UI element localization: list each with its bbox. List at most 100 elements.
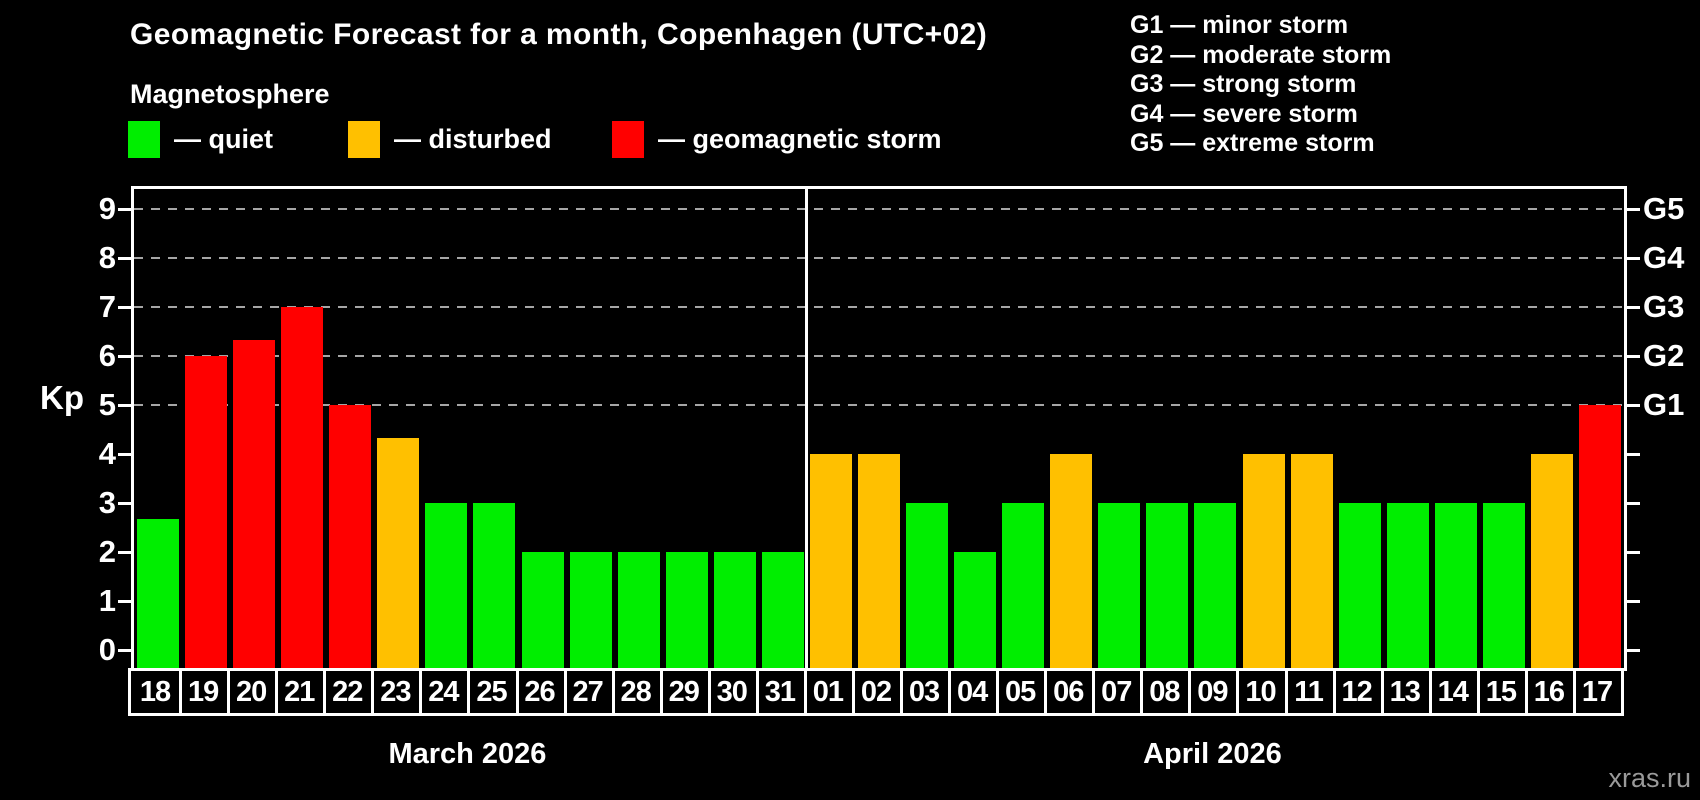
right-axis-label-g3: G3 bbox=[1643, 289, 1685, 324]
day-label-13: 13 bbox=[1381, 671, 1432, 713]
kp-bar-day-27 bbox=[569, 552, 612, 671]
kp-bar-day-07 bbox=[1098, 503, 1141, 671]
y-axis-tick-right-4 bbox=[1627, 452, 1640, 456]
kp-bar-day-04 bbox=[954, 552, 997, 671]
kp-bar-day-18 bbox=[137, 519, 180, 671]
month-labels: March 2026 April 2026 bbox=[131, 732, 1621, 782]
kp-bar-day-13 bbox=[1386, 503, 1429, 671]
kp-bar-day-12 bbox=[1338, 503, 1381, 671]
right-axis-label-g5: G5 bbox=[1643, 191, 1685, 226]
day-label-06: 06 bbox=[1044, 671, 1096, 713]
legend-item-storm: — geomagnetic storm bbox=[612, 121, 942, 158]
kp-bar-day-10 bbox=[1242, 454, 1285, 671]
kp-bar-day-06 bbox=[1050, 454, 1093, 671]
month-label-1: April 2026 bbox=[1143, 738, 1282, 770]
gridline-kp7 bbox=[134, 306, 1624, 308]
kp-bar-day-14 bbox=[1434, 503, 1477, 671]
right-axis-label-g4: G4 bbox=[1643, 240, 1685, 275]
y-axis-tick-left-0 bbox=[118, 648, 131, 652]
day-label-05: 05 bbox=[996, 671, 1048, 713]
y-axis-title: Kp bbox=[40, 379, 84, 416]
y-axis-tick-right-2 bbox=[1627, 550, 1640, 554]
day-label-20: 20 bbox=[227, 671, 279, 713]
y-axis-tick-right-8 bbox=[1627, 256, 1640, 260]
x-axis-day-labels: 18 19 20 21 22 23 24 25 26 27 28 29 30 31 01 02 03 04 05 06… bbox=[128, 668, 1624, 716]
kp-bar-day-20 bbox=[233, 339, 276, 671]
day-label-30: 30 bbox=[708, 671, 759, 713]
y-axis-tick-right-9 bbox=[1627, 207, 1640, 211]
kp-bar-day-05 bbox=[1002, 503, 1045, 671]
right-axis-label-g1: G1 bbox=[1643, 387, 1685, 422]
storm-scale-line-g4: G4 — severe storm bbox=[1130, 99, 1358, 128]
day-label-23: 23 bbox=[371, 671, 423, 713]
y-axis-tick-left-3 bbox=[118, 501, 131, 505]
y-tick-label-2: 2 bbox=[98, 534, 116, 569]
day-label-18: 18 bbox=[131, 671, 183, 713]
day-label-29: 29 bbox=[660, 671, 711, 713]
day-label-26: 26 bbox=[516, 671, 567, 713]
y-axis-tick-left-6 bbox=[118, 354, 131, 358]
quiet-swatch bbox=[128, 121, 160, 158]
day-label-24: 24 bbox=[419, 671, 471, 713]
kp-bar-day-22 bbox=[329, 405, 372, 671]
y-axis-tick-left-8 bbox=[118, 256, 131, 260]
kp-bar-day-21 bbox=[281, 307, 324, 671]
day-label-25: 25 bbox=[467, 671, 519, 713]
y-axis-tick-right-1 bbox=[1627, 599, 1640, 603]
storm-swatch bbox=[612, 121, 644, 158]
y-axis-tick-left-2 bbox=[118, 550, 131, 554]
kp-bar-day-25 bbox=[473, 503, 516, 671]
month-boundary-line bbox=[805, 189, 809, 671]
storm-scale-line-g1: G1 — minor storm bbox=[1130, 11, 1349, 39]
y-tick-label-6: 6 bbox=[98, 338, 116, 373]
storm-scale-line-g5: G5 — extreme storm bbox=[1130, 129, 1375, 157]
legend-label-disturbed: — disturbed bbox=[394, 124, 552, 154]
kp-bar-day-31 bbox=[761, 552, 804, 671]
kp-bar-day-08 bbox=[1146, 503, 1189, 671]
disturbed-swatch bbox=[348, 121, 380, 158]
day-label-31: 31 bbox=[756, 671, 807, 713]
y-axis-tick-right-0 bbox=[1627, 648, 1640, 652]
y-axis-tick-right-5 bbox=[1627, 403, 1640, 407]
y-tick-label-9: 9 bbox=[98, 191, 116, 226]
y-tick-label-1: 1 bbox=[98, 583, 116, 618]
storm-scale-line-g3: G3 — strong storm bbox=[1130, 70, 1357, 98]
plot-area: Kp 0 1 2 3 4 5 6 7 8 9 G1 G2 G3 G4 G5 bbox=[40, 186, 1684, 671]
y-tick-label-0: 0 bbox=[98, 632, 116, 667]
day-label-21: 21 bbox=[275, 671, 327, 713]
watermark: xras.ru bbox=[1608, 763, 1691, 793]
kp-bar-day-23 bbox=[377, 437, 420, 671]
legend-item-disturbed: — disturbed bbox=[348, 121, 552, 158]
kp-bar-day-29 bbox=[665, 552, 708, 671]
day-label-22: 22 bbox=[323, 671, 375, 713]
day-label-01: 01 bbox=[804, 671, 855, 713]
day-label-16: 16 bbox=[1525, 671, 1576, 713]
kp-bar-day-30 bbox=[713, 552, 756, 671]
day-label-28: 28 bbox=[612, 671, 663, 713]
kp-bar-day-02 bbox=[858, 454, 900, 671]
gridline-kp9 bbox=[134, 208, 1624, 210]
day-label-08: 08 bbox=[1140, 671, 1192, 713]
day-label-27: 27 bbox=[564, 671, 615, 713]
y-axis-tick-left-7 bbox=[118, 305, 131, 309]
y-axis-tick-right-6 bbox=[1627, 354, 1640, 358]
legend-item-quiet: — quiet bbox=[128, 121, 273, 158]
kp-bar-day-09 bbox=[1194, 503, 1237, 671]
y-tick-label-7: 7 bbox=[98, 289, 116, 324]
gridline-kp5 bbox=[134, 404, 1624, 406]
y-axis-tick-right-3 bbox=[1627, 501, 1640, 505]
y-tick-label-5: 5 bbox=[98, 387, 116, 422]
legend-label-quiet: — quiet bbox=[174, 124, 273, 154]
day-label-02: 02 bbox=[852, 671, 904, 713]
kp-bar-day-11 bbox=[1290, 454, 1333, 671]
kp-bar-day-01 bbox=[809, 454, 852, 671]
kp-bar-day-17 bbox=[1578, 405, 1621, 671]
kp-bar-day-16 bbox=[1530, 454, 1573, 671]
day-label-14: 14 bbox=[1429, 671, 1480, 713]
storm-scale-line-g2: G2 — moderate storm bbox=[1130, 40, 1392, 69]
y-axis-tick-left-5 bbox=[118, 403, 131, 407]
page-title: Geomagnetic Forecast for a month, Copenh… bbox=[130, 18, 988, 51]
kp-bar-day-19 bbox=[185, 356, 228, 671]
y-axis-tick-left-9 bbox=[118, 207, 131, 211]
